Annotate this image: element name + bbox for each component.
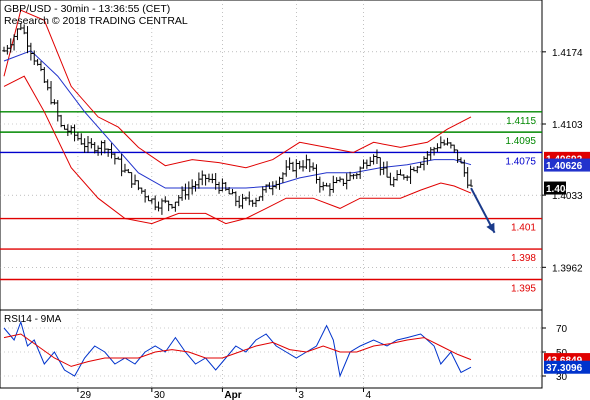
level-label: 1.398 bbox=[511, 253, 536, 264]
rsi-lines bbox=[3, 320, 472, 378]
level-label: 1.4115 bbox=[506, 116, 536, 127]
forecast-arrow-head-icon bbox=[486, 222, 495, 233]
level-label: 1.4075 bbox=[505, 156, 536, 167]
level-label: 1.395 bbox=[511, 284, 536, 295]
rsi-axis-label: 30 bbox=[556, 372, 568, 383]
x-axis-label: 30 bbox=[154, 390, 166, 400]
rsi-grid bbox=[0, 310, 542, 388]
price-axis: 1.4174 1.4103 1.4033 1.3962 bbox=[542, 48, 583, 274]
forecast-arrow bbox=[470, 187, 496, 234]
price-axis-label: 1.4103 bbox=[552, 120, 583, 131]
rsi-line bbox=[3, 320, 472, 378]
x-axis-label: 29 bbox=[80, 390, 92, 400]
bollinger-bands bbox=[3, 9, 472, 225]
moving-average-line bbox=[3, 50, 472, 189]
price-tag-label: 1.404 bbox=[546, 184, 571, 195]
rsi-axis-label: 70 bbox=[556, 324, 568, 335]
chart-copyright: Research © 2018 TRADING CENTRAL bbox=[4, 15, 188, 27]
price-axis-label: 1.3962 bbox=[552, 263, 583, 274]
rsi-tag-rsi bbox=[544, 360, 590, 374]
price-axis-label: 1.4033 bbox=[552, 191, 583, 202]
x-axis-label: 4 bbox=[366, 390, 372, 400]
rsi-tag-label: 37.3096 bbox=[546, 363, 583, 374]
bollinger-lower-line bbox=[3, 75, 472, 225]
level-lines bbox=[0, 111, 542, 281]
price-tag-moving_average bbox=[544, 158, 590, 172]
rsi-plot-area bbox=[0, 309, 543, 389]
chart-title: GBP/USD - 30min - 13:36:55 (CET) bbox=[4, 3, 170, 15]
x-axis: 29 30 Apr 3 4 bbox=[77, 388, 372, 400]
moving-average-path bbox=[3, 50, 472, 189]
level-label: 1.401 bbox=[511, 223, 536, 234]
candlesticks bbox=[2, 23, 473, 215]
rsi-ma-line bbox=[3, 333, 472, 367]
rsi-title: RSI14 - 9MA bbox=[4, 314, 62, 325]
level-label: 1.4095 bbox=[505, 136, 536, 147]
price-axis-label: 1.4174 bbox=[552, 48, 583, 59]
rsi-panel: 705030 43.684937.3096 RSI14 - 9MA bbox=[0, 309, 590, 389]
x-axis-label: 3 bbox=[298, 390, 304, 400]
level-labels: 1.4115 1.4095 1.4075 1.401 1.398 1.395 bbox=[505, 116, 536, 295]
rsi-tags: 43.684937.3096 bbox=[544, 353, 590, 374]
price-tag-last_price bbox=[544, 181, 566, 195]
bollinger-upper-line bbox=[3, 9, 472, 169]
x-axis-label: Apr bbox=[224, 390, 241, 400]
price-tag-label: 1.40626 bbox=[546, 161, 583, 172]
